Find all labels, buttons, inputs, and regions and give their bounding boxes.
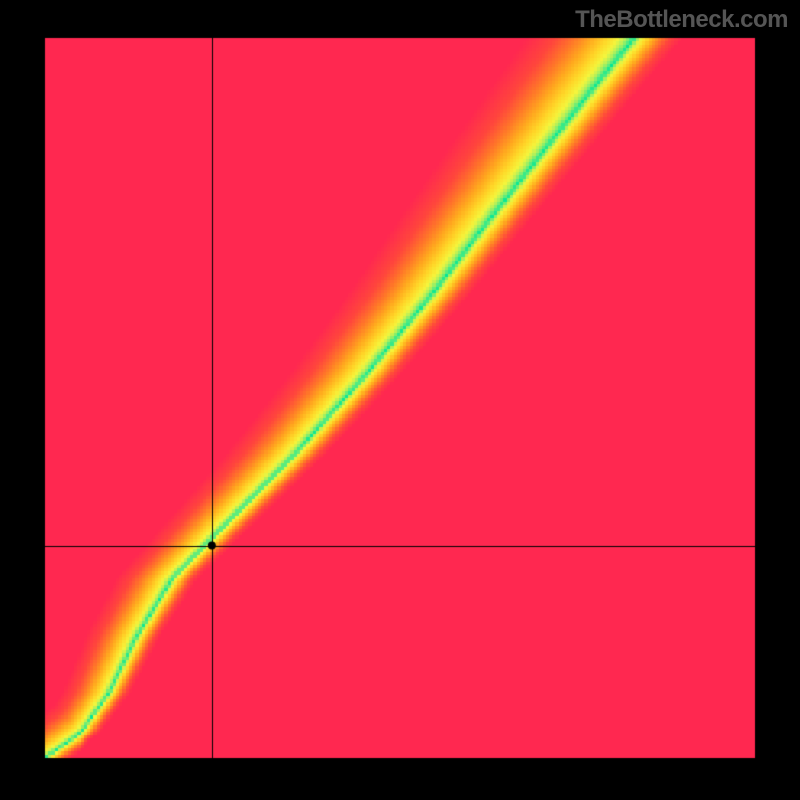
chart-container: TheBottleneck.com <box>0 0 800 800</box>
heatmap-canvas <box>0 0 800 800</box>
watermark-text: TheBottleneck.com <box>575 6 788 34</box>
